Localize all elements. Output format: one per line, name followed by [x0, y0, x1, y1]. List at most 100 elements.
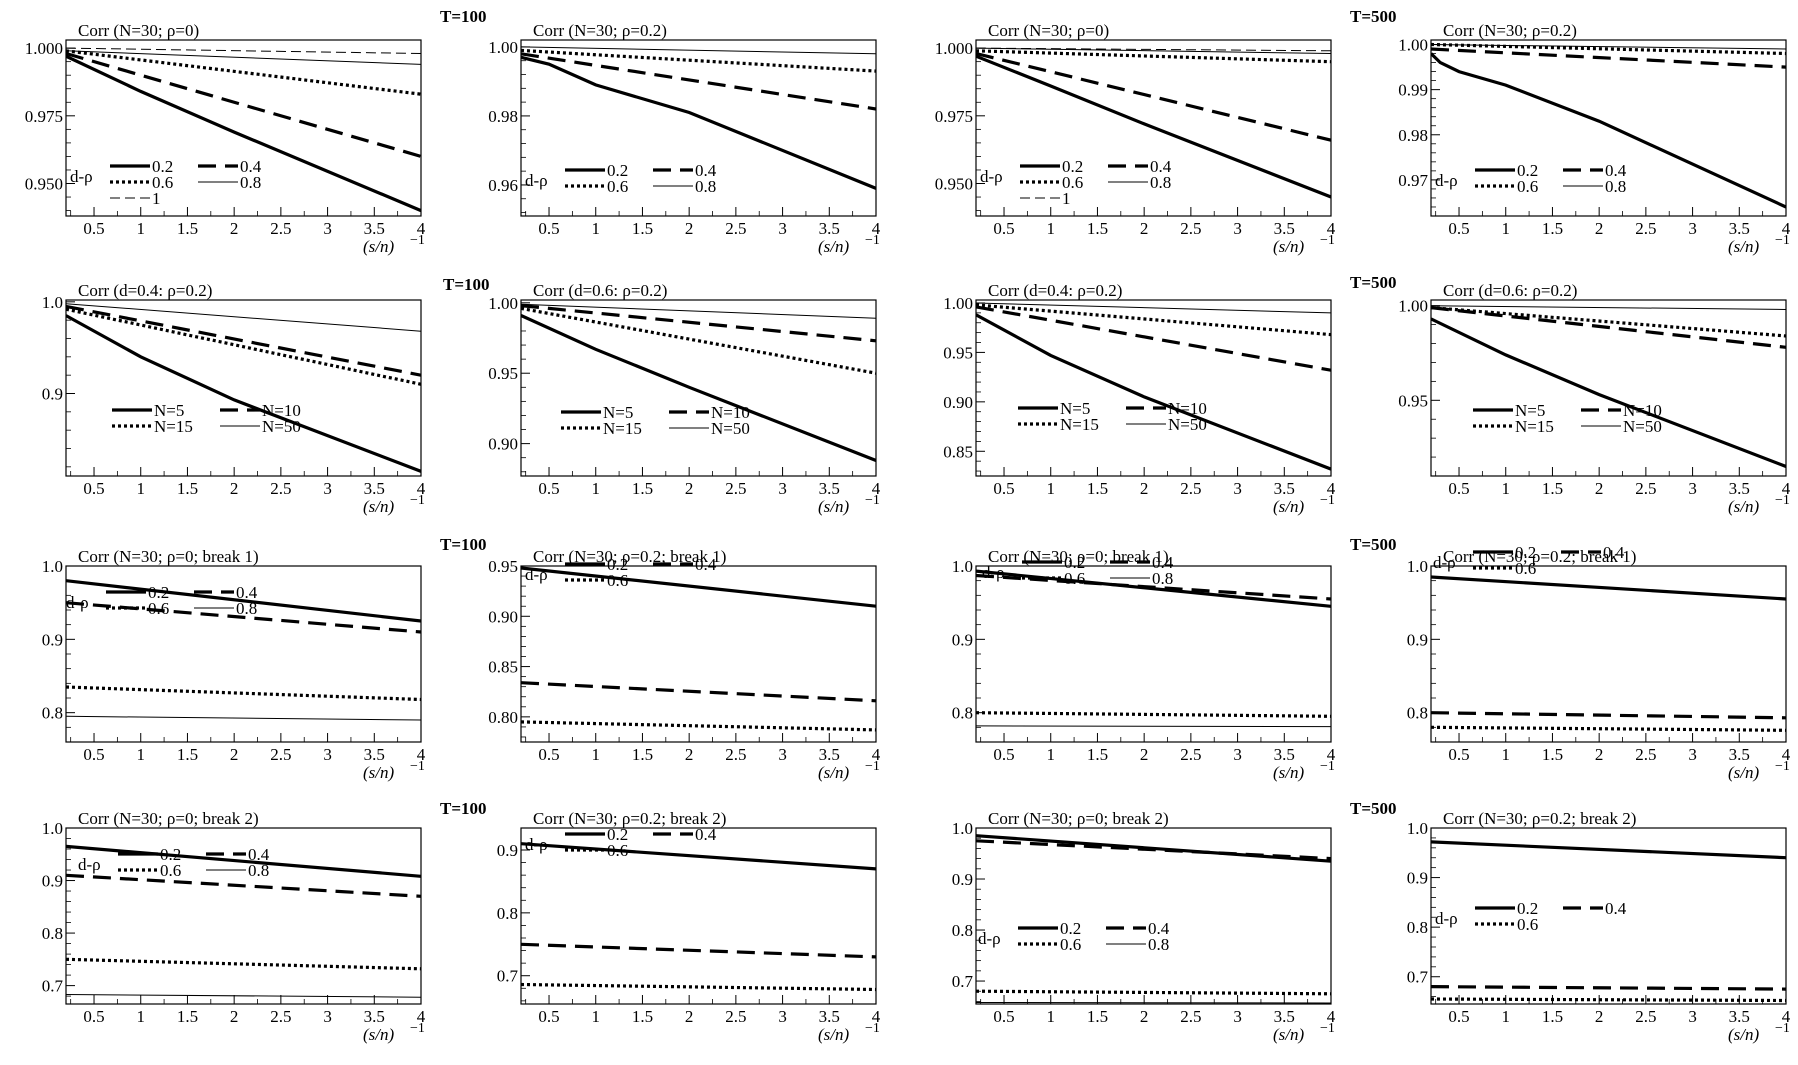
x-tick-label: 3 [1233, 1007, 1242, 1026]
x-tick-label: 2 [1140, 219, 1149, 238]
x-tick-label: 1 [1046, 219, 1055, 238]
y-tick-label: 1.0 [42, 819, 63, 838]
t-label-100-row2: T=100 [443, 275, 490, 294]
chart-panel-8: Corr (d=0.6: ρ=0.2) 0.95 1.00 0.5 1 1.5 2 2.5 3 3… [1398, 281, 1791, 516]
x-tick-label: 2 [685, 745, 694, 764]
x-tick-label: 3.5 [819, 219, 840, 238]
series-line-dash [1431, 306, 1786, 349]
x-tick-label: 0.5 [538, 745, 559, 764]
x-tick-label: 1.5 [1542, 745, 1563, 764]
series-line-thin [66, 715, 421, 721]
x-tick-label: 2 [230, 479, 239, 498]
x-tick-label: 2 [1140, 745, 1149, 764]
chart-panel-14: Corr (N=30; ρ=0.2; break 2) 0.7 0.8 0.9 0.5 1… [497, 809, 881, 1044]
y-tick-label: 0.90 [488, 435, 518, 454]
y-tick-label: 1.0 [952, 819, 973, 838]
legend-prefix: d-ρ [525, 835, 548, 854]
legend-label: 0.8 [1605, 177, 1626, 196]
chart-panel-3: Corr (N=30; ρ=0) 0.950 0.975 1.000 0.5 1 1.5 2 2… [935, 21, 1336, 256]
x-axis-label: (s/n) [1728, 497, 1760, 516]
y-tick-label: 0.96 [488, 176, 518, 195]
x-tick-label: 1.5 [632, 1007, 653, 1026]
legend-label: 0.6 [1517, 915, 1538, 934]
legend-label: N=15 [603, 419, 642, 438]
x-tick-label: 3.5 [364, 479, 385, 498]
t-label-100-row1: T=100 [440, 7, 487, 26]
legend-label: N=50 [711, 419, 750, 438]
chart-panel-9: Corr (N=30; ρ=0; break 1) 0.8 0.9 1.0 0.5 1 1.… [42, 547, 426, 782]
series-line-solid [521, 566, 876, 608]
legend-label: 0.2 [1064, 553, 1085, 572]
legend-label: N=10 [711, 403, 750, 422]
legend-label: 1 [1062, 189, 1071, 208]
x-tick-label: 3.5 [1729, 479, 1750, 498]
legend-label: 0.2 [1517, 899, 1538, 918]
plot-frame [65, 39, 422, 217]
x-tick-label: 2.5 [725, 1007, 746, 1026]
y-tick-label: 0.8 [952, 921, 973, 940]
legend-prefix: d-ρ [78, 855, 101, 874]
x-tick-label: 2 [1140, 479, 1149, 498]
legend-label: N=50 [1623, 417, 1662, 436]
y-tick-label: 0.7 [497, 967, 519, 986]
y-tick-label: 0.8 [1407, 918, 1428, 937]
legend-label: 0.4 [248, 845, 270, 864]
x-tick-label: 0.5 [538, 219, 559, 238]
series-line-solid [66, 579, 421, 623]
series-line-dot [1431, 725, 1786, 732]
x-tick-label: 3.5 [1729, 1007, 1750, 1026]
y-tick-label: 0.80 [488, 708, 518, 727]
y-tick-label: 0.8 [1407, 704, 1428, 723]
x-axis-label: (s/n) [818, 237, 850, 256]
legend-label: 0.6 [152, 173, 173, 192]
x-tick-label: 1.5 [1087, 479, 1108, 498]
y-tick-label: 0.950 [935, 175, 973, 194]
x-tick-label: 3 [323, 745, 332, 764]
x-tick-label: 3.5 [364, 219, 385, 238]
x-tick-label: 2.5 [270, 479, 291, 498]
y-tick-label: 0.90 [943, 393, 973, 412]
legend-label: 0.8 [1150, 173, 1171, 192]
y-tick-label: 1.00 [488, 38, 518, 57]
x-tick-label: 1 [136, 1007, 145, 1026]
chart-title: Corr (N=30; ρ=0; break 2) [988, 809, 1169, 828]
chart-panel-2: Corr (N=30; ρ=0.2) 0.96 0.98 1.00 0.5 1 1.5 2 2.… [488, 21, 881, 256]
series-line-dash [521, 304, 876, 343]
x-tick-label: 1 [591, 1007, 600, 1026]
legend-prefix: d-ρ [1435, 909, 1458, 928]
series-line-solid [66, 314, 421, 473]
legend-label: 0.4 [1605, 899, 1627, 918]
y-tick-label: 1.0 [1407, 557, 1428, 576]
y-tick-label: 0.8 [497, 904, 518, 923]
y-tick-label: 0.8 [42, 704, 63, 723]
x-tick-label: 1.5 [177, 219, 198, 238]
legend-label: N=5 [1515, 401, 1545, 420]
x-tick-label: 1.5 [632, 219, 653, 238]
legend-label: 0.2 [1515, 543, 1536, 562]
series-line-solid [1431, 575, 1786, 601]
series-line-dot [521, 720, 876, 732]
series-line-thin [976, 47, 1331, 54]
legend-prefix: d-ρ [66, 593, 89, 612]
x-tick-label: 0.5 [993, 219, 1014, 238]
y-tick-label: 0.7 [952, 972, 974, 991]
chart-panel-10: Corr (N=30; ρ=0.2; break 1) 0.80 0.85 0.90 0… [488, 547, 881, 782]
x-tick-label: 1 [1501, 1007, 1510, 1026]
x-axis-label: (s/n) [1728, 1025, 1760, 1044]
x-tick-label: 1 [1501, 745, 1510, 764]
legend-prefix: d-ρ [525, 565, 548, 584]
series-line-dash [1431, 47, 1786, 69]
series-line-solid [521, 842, 876, 871]
y-tick-label: 1.000 [935, 39, 973, 58]
y-tick-label: 1.0 [42, 557, 63, 576]
legend-label: 0.2 [152, 157, 173, 176]
series-line-thin [976, 725, 1331, 728]
x-tick-label: 4 [1782, 219, 1791, 238]
x-tick-label: 2 [1595, 1007, 1604, 1026]
legend-label: 0.8 [248, 861, 269, 880]
legend-label: 0.6 [607, 841, 628, 860]
series-line-dot [1431, 306, 1786, 338]
x-tick-label: 2.5 [1180, 479, 1201, 498]
x-axis-label-exponent: −1 [410, 493, 425, 508]
y-tick-label: 0.95 [943, 343, 973, 362]
